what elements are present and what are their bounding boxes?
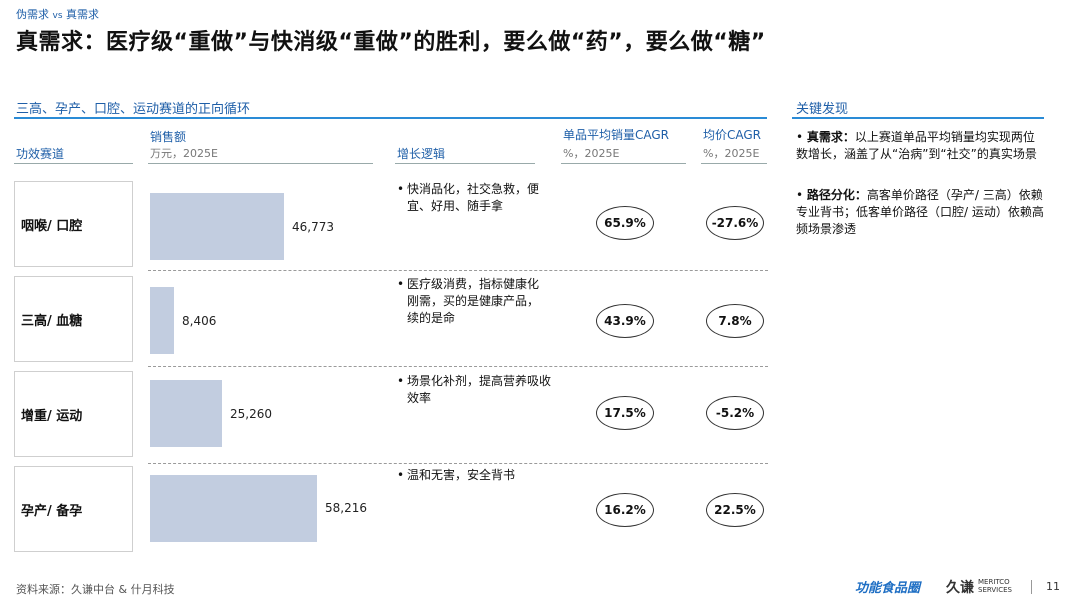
cagr-badge: 17.5% — [596, 396, 654, 430]
bullet-icon: • — [397, 277, 405, 291]
col-unit-sales: 万元，2025E — [150, 147, 218, 160]
bar-sports — [150, 380, 222, 447]
jiuqian-logo: 久谦 — [946, 580, 974, 596]
bar-value-three-highs: 8,406 — [182, 314, 217, 328]
bullet-icon: • — [397, 374, 405, 388]
col-rule-track — [14, 163, 133, 164]
kicker-left: 伪需求 — [16, 8, 49, 21]
growth-logic: • 医疗级消费，指标健康化刚需，买的是健康产品，续的是命 — [397, 277, 540, 325]
growth-logic: • 温和无害，安全背书 — [397, 468, 516, 482]
page-separator — [1031, 580, 1032, 594]
col-rule-cagr — [561, 163, 686, 164]
growth-logic: • 场景化补剂，提高营养吸收效率 — [397, 374, 552, 405]
bullet-icon: • — [796, 130, 804, 144]
kicker-right: 真需求 — [66, 8, 100, 21]
row-label-throat: 咽喉/ 口腔 — [14, 181, 133, 267]
section-title: 三高、孕产、口腔、运动赛道的正向循环 — [16, 102, 251, 117]
meritco-logo: MERITCO SERVICES — [978, 578, 1012, 594]
finding-item: • 路径分化：高客单价路径（孕产/ 三高）依赖专业背书；低客单价路径（口腔/ 运… — [796, 188, 1044, 236]
section-rule — [14, 117, 767, 119]
col-header-logic: 增长逻辑 — [397, 147, 446, 161]
price-cagr-badge: -5.2% — [706, 396, 764, 430]
cagr-badge: 65.9% — [596, 206, 654, 240]
functional-food-logo: 功能食品圈 — [855, 581, 921, 596]
page-number: 11 — [1046, 580, 1060, 593]
col-rule-price — [701, 163, 767, 164]
source-note: 资料来源：久谦中台 & 什月科技 — [16, 583, 175, 596]
findings-title: 关键发现 — [796, 102, 849, 117]
kicker-vs: vs — [52, 11, 63, 21]
bar-throat — [150, 193, 284, 260]
bar-pregnancy — [150, 475, 317, 542]
page-title: 真需求：医疗级“重做”与快消级“重做”的胜利，要么做“药”，要么做“糖” — [16, 30, 766, 55]
row-label-sports: 增重/ 运动 — [14, 371, 133, 457]
cagr-badge: 43.9% — [596, 304, 654, 338]
col-unit-price: %，2025E — [703, 147, 760, 160]
col-rule-logic — [395, 163, 535, 164]
col-header-price: 均价CAGR — [703, 128, 762, 142]
bar-three-highs — [150, 287, 174, 354]
col-header-track: 功效赛道 — [16, 147, 65, 161]
growth-logic: • 快消品化，社交急救，便宜、好用、随手拿 — [397, 182, 540, 213]
row-divider — [148, 463, 768, 464]
bar-value-throat: 46,773 — [292, 220, 334, 234]
col-header-sales: 销售额 — [150, 130, 187, 144]
row-label-three-highs: 三高/ 血糖 — [14, 276, 133, 362]
price-cagr-badge: 22.5% — [706, 493, 764, 527]
col-unit-cagr: %，2025E — [563, 147, 620, 160]
col-header-cagr: 单品平均销量CAGR — [563, 128, 670, 142]
row-divider — [148, 366, 768, 367]
kicker: 伪需求 vs 真需求 — [16, 6, 99, 22]
bar-value-pregnancy: 58,216 — [325, 501, 367, 515]
bullet-icon: • — [397, 182, 405, 196]
bar-value-sports: 25,260 — [230, 407, 272, 421]
price-cagr-badge: -27.6% — [706, 206, 764, 240]
cagr-badge: 16.2% — [596, 493, 654, 527]
bullet-icon: • — [397, 468, 405, 482]
row-divider — [148, 270, 768, 271]
findings-rule — [792, 117, 1044, 119]
bullet-icon: • — [796, 188, 804, 202]
price-cagr-badge: 7.8% — [706, 304, 764, 338]
col-rule-sales — [148, 163, 373, 164]
finding-item: • 真需求：以上赛道单品平均销量均实现两位数增长，涵盖了从“治病”到“社交”的真… — [796, 130, 1037, 161]
row-label-pregnancy: 孕产/ 备孕 — [14, 466, 133, 552]
